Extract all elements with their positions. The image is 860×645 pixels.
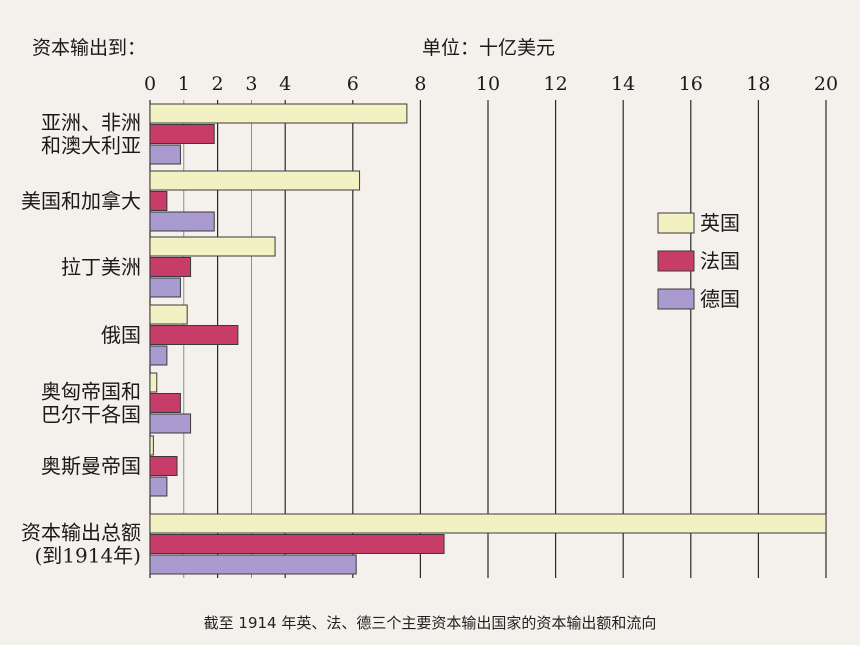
bar-法国 bbox=[149, 257, 192, 277]
legend-label: 法国 bbox=[700, 249, 740, 273]
bar-德国 bbox=[149, 554, 357, 575]
bar-英国 bbox=[149, 435, 154, 456]
x-tick-label: 10 bbox=[476, 73, 500, 95]
bar-德国 bbox=[149, 345, 168, 366]
category-label: 美国和加拿大 bbox=[21, 189, 141, 213]
bar-法国 bbox=[149, 456, 178, 476]
bar-德国 bbox=[149, 144, 181, 165]
bar-英国 bbox=[149, 103, 408, 124]
category-label: 和澳大利亚 bbox=[41, 134, 141, 158]
category-label: 拉丁美洲 bbox=[61, 255, 141, 279]
category-label: 奥匈帝国和 bbox=[41, 380, 141, 404]
bar-德国 bbox=[149, 277, 181, 298]
x-tick-label: 4 bbox=[279, 73, 291, 95]
bar-法国 bbox=[149, 534, 445, 554]
bar-法国 bbox=[149, 124, 215, 144]
legend-label: 德国 bbox=[700, 287, 740, 311]
legend-swatch bbox=[657, 250, 695, 272]
bar-英国 bbox=[149, 513, 827, 534]
figure-caption: 截至 1914 年英、法、德三个主要资本输出国家的资本输出额和流向 bbox=[204, 614, 657, 632]
bar-英国 bbox=[149, 170, 361, 191]
bar-法国 bbox=[149, 393, 181, 413]
category-labels: 亚洲、非洲和澳大利亚美国和加拿大拉丁美洲俄国奥匈帝国和巴尔干各国奥斯曼帝国资本输… bbox=[21, 111, 141, 568]
x-tick-label: 12 bbox=[544, 73, 568, 95]
x-tick-label: 1 bbox=[178, 73, 190, 95]
bar-英国 bbox=[149, 304, 188, 325]
x-axis-ticks: 0 1 2 3 4 6 8 10 12 14 16 18 20 bbox=[144, 73, 838, 95]
x-tick-label: 3 bbox=[245, 73, 257, 95]
x-tick-label: 8 bbox=[414, 73, 426, 95]
category-label: 巴尔干各国 bbox=[41, 403, 141, 427]
bars bbox=[149, 103, 827, 575]
left-header: 资本输出到： bbox=[32, 37, 146, 59]
bar-法国 bbox=[149, 191, 168, 211]
bar-英国 bbox=[149, 236, 276, 257]
category-label: (到1914年) bbox=[34, 544, 141, 568]
bar-德国 bbox=[149, 476, 168, 497]
x-tick-label: 2 bbox=[212, 73, 224, 95]
category-label: 亚洲、非洲 bbox=[41, 111, 141, 135]
x-tick-label: 20 bbox=[814, 73, 838, 95]
legend-swatch bbox=[657, 212, 695, 234]
bar-德国 bbox=[149, 413, 192, 434]
legend-swatch bbox=[657, 288, 695, 310]
category-label: 资本输出总额 bbox=[21, 521, 141, 545]
bar-法国 bbox=[149, 325, 239, 345]
bar-德国 bbox=[149, 211, 215, 232]
legend-label: 英国 bbox=[700, 211, 740, 235]
unit-label: 单位：十亿美元 bbox=[422, 37, 555, 59]
x-tick-label: 6 bbox=[347, 73, 359, 95]
category-label: 俄国 bbox=[101, 323, 141, 347]
x-tick-label: 18 bbox=[746, 73, 770, 95]
category-label: 奥斯曼帝国 bbox=[41, 454, 141, 478]
x-tick-label: 14 bbox=[611, 73, 635, 95]
bar-英国 bbox=[149, 372, 158, 393]
x-tick-label: 0 bbox=[144, 73, 156, 95]
x-tick-label: 16 bbox=[679, 73, 703, 95]
